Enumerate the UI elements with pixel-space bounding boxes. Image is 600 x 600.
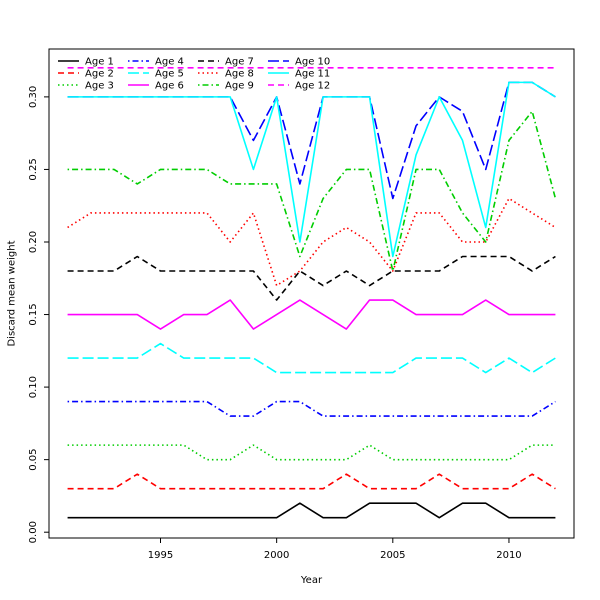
x-tick-label: 2005	[380, 550, 405, 561]
x-tick-label: 1995	[148, 550, 173, 561]
legend-label: Age 11	[295, 69, 330, 80]
legend-label: Age 3	[85, 81, 114, 92]
y-tick-label: 0.20	[28, 231, 39, 253]
x-axis: 1995 2000 2005 2010	[148, 538, 522, 561]
legend-label: Age 5	[155, 69, 184, 80]
series-line-age-11	[67, 81, 556, 258]
y-tick-label: 0.00	[28, 521, 39, 543]
series-line-age-7	[67, 255, 556, 301]
y-tick-label: 0.10	[28, 376, 39, 398]
series-line-age-9	[67, 110, 557, 272]
legend-label: Age 10	[295, 57, 330, 68]
x-axis-label: Year	[300, 575, 323, 586]
y-tick-label: 0.30	[28, 86, 39, 108]
x-tick-label: 2010	[496, 550, 521, 561]
y-tick-label: 0.05	[28, 449, 39, 471]
series-line-age-5	[67, 342, 556, 374]
y-tick-label: 0.25	[28, 158, 39, 180]
y-axis-label: Discard mean weight	[7, 240, 18, 346]
series-layer	[67, 67, 557, 519]
x-tick-label: 2000	[264, 550, 289, 561]
series-line-age-6	[67, 299, 556, 330]
legend-label: Age 8	[225, 69, 254, 80]
y-tick-label: 0.15	[28, 303, 39, 325]
legend-label: Age 6	[155, 81, 184, 92]
y-axis: 0.00 0.05 0.10 0.15 0.20 0.25 0.30	[28, 86, 49, 543]
legend-label: Age 9	[225, 81, 254, 92]
legend-label: Age 1	[85, 57, 114, 68]
series-line-age-2	[67, 473, 556, 490]
legend-label: Age 12	[295, 81, 330, 92]
series-line-age-10	[67, 81, 556, 200]
legend-label: Age 2	[85, 69, 114, 80]
series-line-age-3	[67, 444, 556, 461]
legend-label: Age 7	[225, 57, 254, 68]
series-line-age-1	[67, 502, 556, 519]
plot-frame	[48, 48, 575, 539]
legend-label: Age 4	[155, 57, 184, 68]
series-line-age-8	[67, 197, 556, 287]
series-line-age-4	[67, 400, 556, 417]
